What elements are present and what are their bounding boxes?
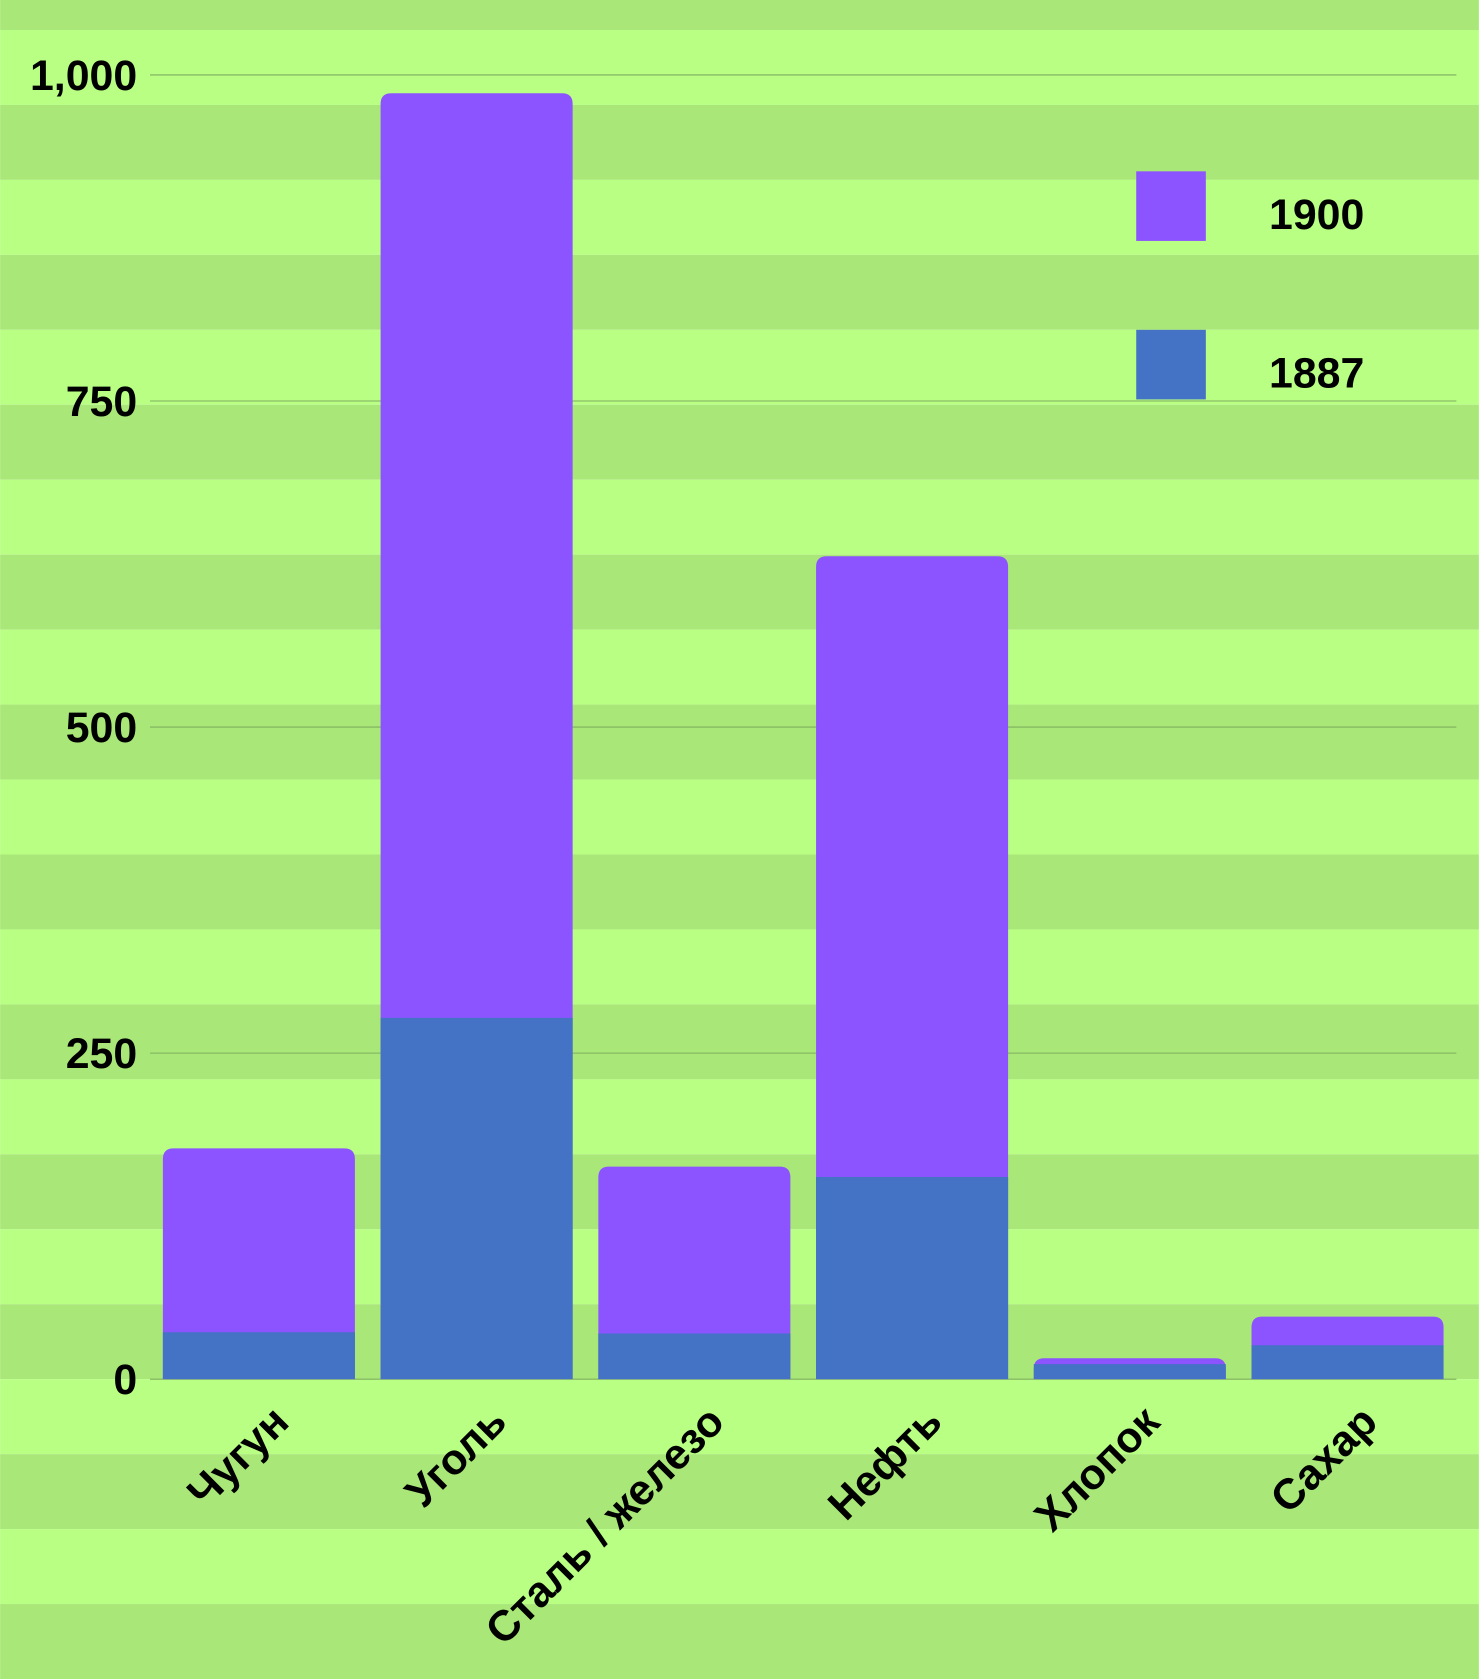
stripe	[0, 404, 1479, 480]
y-tick-label: 500	[66, 704, 137, 752]
stripe	[0, 779, 1479, 855]
legend-label: 1887	[1269, 350, 1364, 398]
stripe	[0, 479, 1479, 555]
legend-label: 1900	[1269, 191, 1364, 239]
bar	[816, 556, 1009, 1380]
bar	[162, 1332, 355, 1380]
bar	[816, 1177, 1009, 1380]
y-tick-label: 750	[66, 378, 137, 426]
stripe	[0, 329, 1479, 405]
bar	[598, 1166, 791, 1380]
stripe	[0, 179, 1479, 255]
bar	[598, 1333, 791, 1380]
y-tick-label: 0	[113, 1356, 137, 1404]
stripe	[0, 0, 1479, 30]
stripe	[0, 854, 1479, 930]
bar	[1251, 1345, 1444, 1380]
y-tick-label: 250	[66, 1030, 137, 1078]
legend-swatch	[1136, 329, 1206, 400]
stripe	[0, 1004, 1479, 1080]
stripe	[0, 254, 1479, 330]
y-tick-label: 1,000	[30, 52, 137, 100]
stripe	[0, 29, 1479, 105]
stripe	[0, 1079, 1479, 1155]
stripe	[0, 1529, 1479, 1605]
stripe	[0, 104, 1479, 180]
stripe	[0, 1379, 1479, 1455]
legend-swatch	[1136, 171, 1206, 241]
bar	[162, 1148, 355, 1380]
stripe	[0, 554, 1479, 630]
stripe	[0, 929, 1479, 1005]
stripe	[0, 1454, 1479, 1530]
stripe	[0, 1604, 1479, 1679]
bar	[380, 1017, 573, 1380]
bar	[1033, 1364, 1226, 1380]
stripe	[0, 629, 1479, 705]
stripe	[0, 704, 1479, 780]
